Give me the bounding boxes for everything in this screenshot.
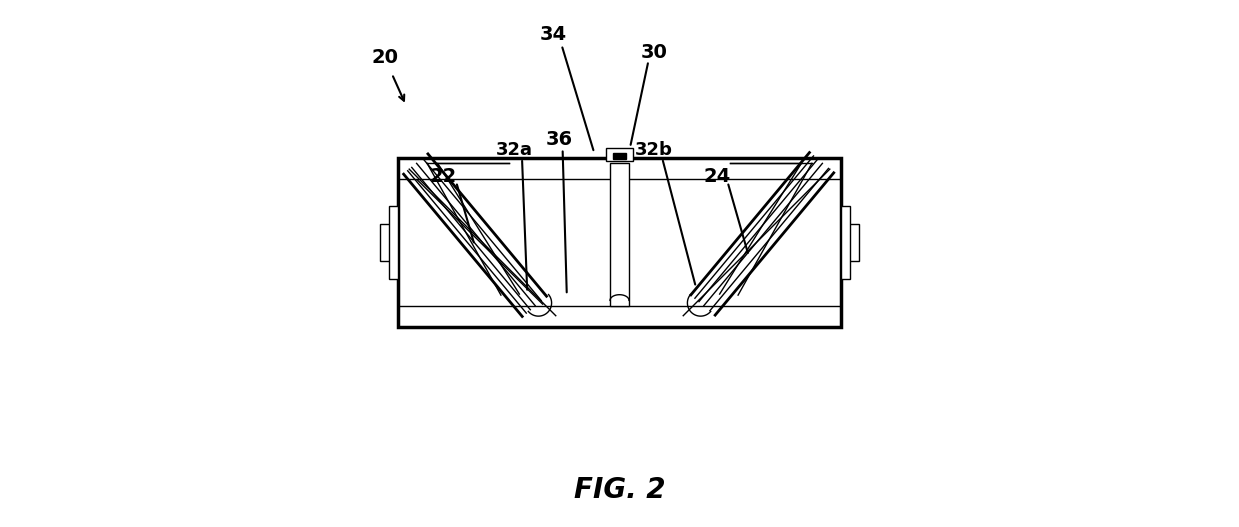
Text: 34: 34 — [540, 25, 567, 44]
Bar — [379, 224, 398, 261]
Text: 22: 22 — [430, 167, 457, 186]
Bar — [398, 158, 841, 327]
Bar — [610, 163, 629, 306]
Bar — [841, 224, 860, 261]
Bar — [841, 206, 850, 279]
Text: 20: 20 — [372, 48, 399, 67]
Text: 24: 24 — [704, 167, 731, 186]
Text: 36: 36 — [545, 130, 572, 149]
Bar — [613, 153, 626, 159]
Bar — [606, 148, 633, 161]
Bar — [389, 206, 398, 279]
Text: 30: 30 — [641, 43, 667, 62]
Text: FIG. 2: FIG. 2 — [574, 476, 665, 504]
Text: 32a: 32a — [496, 141, 533, 159]
Text: 32b: 32b — [634, 141, 673, 159]
